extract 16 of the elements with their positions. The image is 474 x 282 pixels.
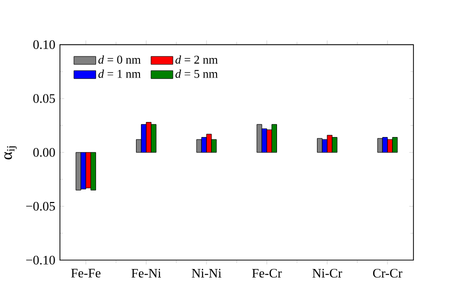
x-tick-label: Cr-Cr: [373, 268, 402, 278]
y-tick-label: −0.10: [26, 256, 55, 265]
legend-label: d = 2 nm: [175, 55, 218, 64]
y-tick-label: 0.10: [33, 40, 55, 50]
y-tick-label: −0.05: [26, 202, 55, 211]
x-tick-label: Ni-Cr: [312, 268, 342, 278]
x-tick-label: Fe-Ni: [132, 268, 162, 278]
x-tick-label: Fe-Cr: [252, 268, 282, 278]
y-tick-label: 0.00: [33, 148, 55, 157]
x-tick-label: Fe-Fe: [71, 268, 100, 278]
y-tick-label: 0.05: [33, 94, 55, 104]
legend-label: d = 0 nm: [98, 55, 141, 64]
legend-label: d = 5 nm: [175, 70, 218, 78]
legend-label: d = 1 nm: [98, 70, 141, 78]
x-tick-label: Ni-Ni: [192, 268, 222, 278]
y-axis-title: α$_{ij}$: [4, 146, 17, 160]
